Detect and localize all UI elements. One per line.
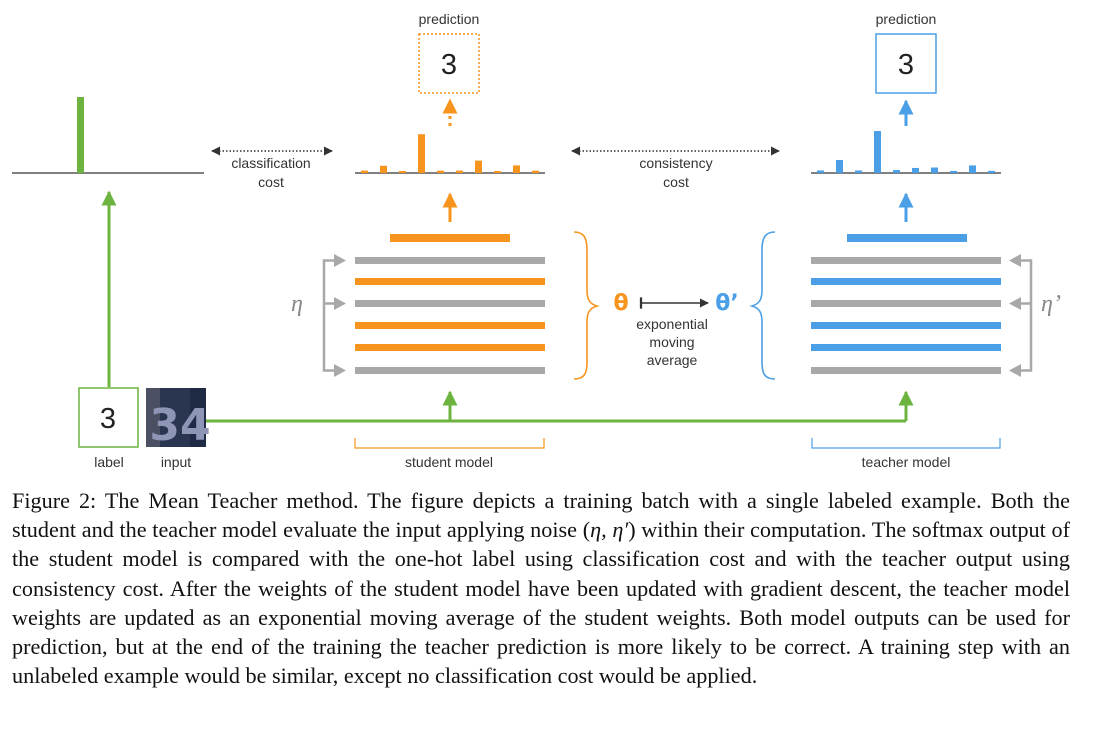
student-layer bbox=[355, 278, 545, 285]
student-noise-layer bbox=[355, 300, 545, 307]
teacher-model-bracket bbox=[811, 438, 1001, 449]
student-noise-layer bbox=[355, 367, 545, 374]
label-caption: label bbox=[94, 454, 124, 470]
input-caption: input bbox=[161, 454, 191, 470]
student-model-layers bbox=[355, 234, 545, 374]
input-image-digits: 34 bbox=[149, 400, 210, 451]
caption-noise-math: η, η′ bbox=[590, 517, 629, 543]
teacher-histogram-bar bbox=[836, 159, 843, 173]
teacher-histogram-bar bbox=[893, 170, 900, 173]
theta-symbol: θ bbox=[613, 291, 628, 316]
student-noise-arrowheads bbox=[334, 254, 346, 377]
student-histogram-bar bbox=[418, 134, 425, 173]
caption-text-part2: ) within their computation. The softmax … bbox=[12, 517, 1070, 689]
teacher-histogram-bar bbox=[817, 170, 824, 173]
teacher-weights-brace bbox=[749, 231, 776, 380]
student-prediction-box bbox=[418, 33, 480, 94]
classification-cost-label-line1: classification bbox=[231, 155, 310, 171]
teacher-histogram-bar bbox=[855, 170, 862, 173]
student-layer bbox=[355, 344, 545, 351]
ema-label-line3: average bbox=[647, 352, 698, 368]
teacher-prediction-label: prediction bbox=[876, 11, 937, 27]
teacher-softmax-histogram bbox=[817, 131, 995, 173]
student-softmax-histogram bbox=[361, 134, 539, 173]
theta-prime-symbol: θ’ bbox=[715, 291, 738, 316]
student-histogram-bar bbox=[361, 170, 368, 173]
teacher-output-layer bbox=[847, 234, 967, 242]
student-histogram-bar bbox=[532, 170, 539, 173]
classification-cost-label-line2: cost bbox=[258, 174, 284, 190]
student-prediction-digit: 3 bbox=[441, 49, 457, 81]
consistency-cost-label-line2: cost bbox=[663, 174, 689, 190]
teacher-histogram-bar bbox=[969, 165, 976, 173]
teacher-noise-layer bbox=[811, 257, 1001, 264]
teacher-layer bbox=[811, 278, 1001, 285]
teacher-model-layers bbox=[811, 234, 1001, 374]
label-histogram-bar bbox=[77, 97, 84, 173]
student-histogram-bar bbox=[399, 171, 406, 173]
one-hot-label-histogram bbox=[77, 97, 84, 173]
teacher-prediction-box bbox=[875, 33, 937, 94]
label-digit: 3 bbox=[100, 403, 116, 435]
student-noise-layer bbox=[355, 257, 545, 264]
teacher-histogram-bar bbox=[988, 170, 995, 173]
student-weights-brace bbox=[573, 231, 600, 380]
student-layer bbox=[355, 322, 545, 329]
label-box bbox=[78, 387, 139, 448]
student-histogram-bar bbox=[475, 160, 482, 173]
teacher-histogram-bar bbox=[931, 167, 938, 173]
teacher-noise-layer bbox=[811, 300, 1001, 307]
teacher-prediction-digit: 3 bbox=[898, 49, 914, 81]
student-model-bracket bbox=[354, 438, 545, 449]
student-noise-bracket bbox=[322, 259, 334, 372]
caption-text-part1: The Mean Teacher method. The figure depi… bbox=[12, 488, 1070, 543]
teacher-histogram-bar bbox=[950, 170, 957, 173]
student-histogram-bar bbox=[456, 170, 463, 173]
teacher-histogram-bar bbox=[874, 131, 881, 173]
student-histogram-bar bbox=[380, 165, 387, 173]
teacher-layer bbox=[811, 344, 1001, 351]
student-histogram-bar bbox=[513, 165, 520, 173]
eta-prime-symbol: η’ bbox=[1041, 291, 1061, 317]
figure-caption: Figure 2: The Mean Teacher method. The f… bbox=[12, 486, 1070, 690]
input-image: 34 bbox=[146, 388, 211, 451]
teacher-layer bbox=[811, 322, 1001, 329]
mean-teacher-diagram: prediction 3 prediction 3 classification… bbox=[12, 11, 1061, 470]
eta-symbol: η bbox=[291, 291, 303, 317]
student-model-label: student model bbox=[405, 454, 493, 470]
ema-label-line2: moving bbox=[649, 334, 694, 350]
student-prediction-label: prediction bbox=[419, 11, 480, 27]
teacher-histogram-bar bbox=[912, 167, 919, 173]
teacher-noise-bracket bbox=[1021, 259, 1033, 372]
student-histogram-bar bbox=[494, 171, 501, 173]
student-output-layer bbox=[390, 234, 510, 242]
ema-label-line1: exponential bbox=[636, 316, 708, 332]
teacher-model-label: teacher model bbox=[862, 454, 951, 470]
consistency-cost-label-line1: consistency bbox=[639, 155, 712, 171]
figure-label: Figure 2: bbox=[12, 488, 97, 513]
student-histogram-bar bbox=[437, 170, 444, 173]
teacher-noise-layer bbox=[811, 367, 1001, 374]
teacher-noise-arrowheads bbox=[1009, 254, 1021, 377]
